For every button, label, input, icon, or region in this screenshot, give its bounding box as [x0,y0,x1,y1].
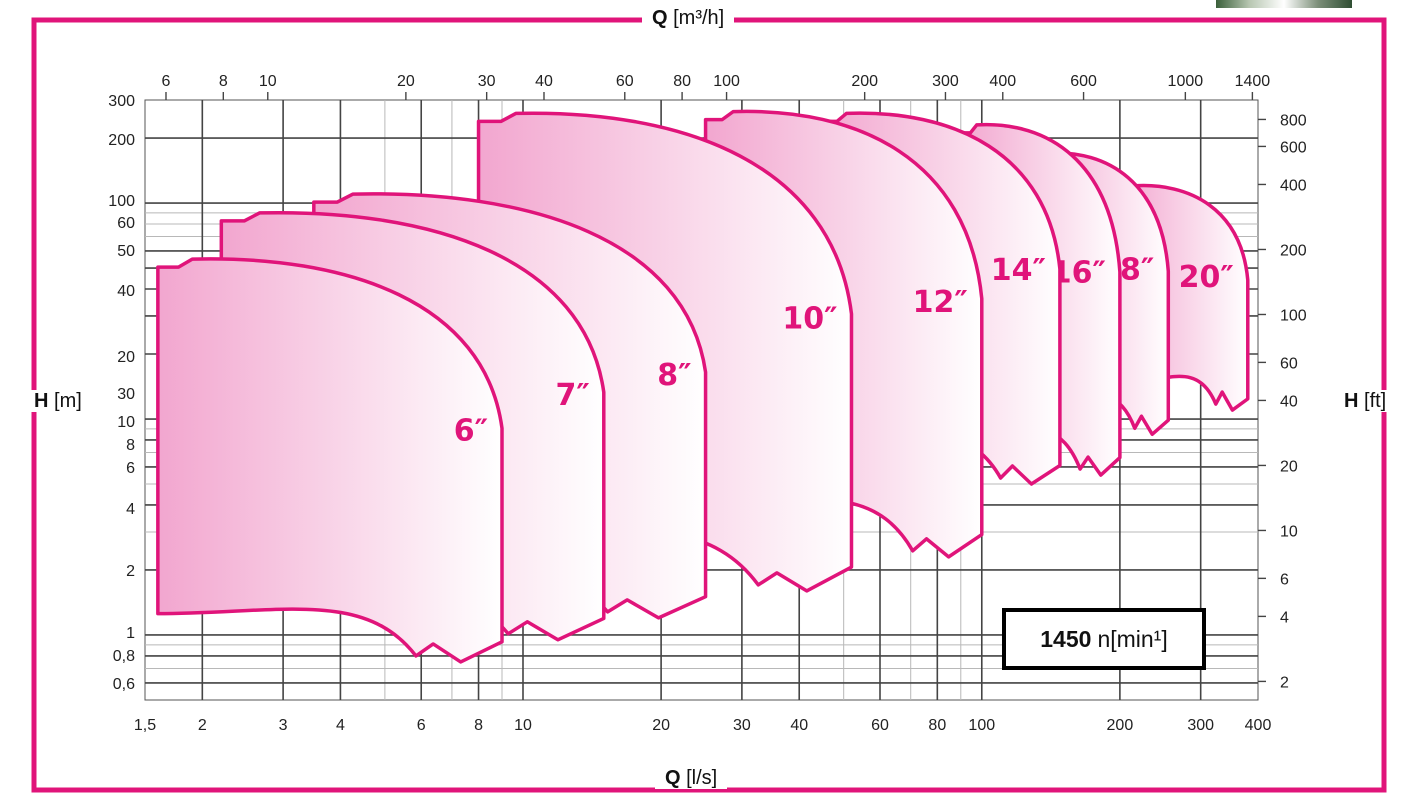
pump-zones: 20″18″16″14″12″10″8″7″6″ [156,109,1250,664]
tick-label-left: 100 [108,193,135,210]
h-left-axis-label: H [m] [30,390,86,412]
tick-label-top: 100 [713,73,740,90]
tick-label-top: 300 [932,73,959,90]
tick-label-bottom: 40 [790,717,808,734]
tick-label-top: 1400 [1235,73,1271,90]
tick-label-left: 200 [108,132,135,149]
tick-labels: 1,5 2 3 4 6 8 10 20 30 40 60 80 100 200 300 400 6 8 10 20 30… [108,73,1307,734]
tick-label-bottom: 3 [279,717,288,734]
pump-size-label: 6″ [454,413,488,448]
tick-label-left: 60 [117,215,135,232]
tick-label-left: 50 [117,243,135,260]
speed-value: 1450 [1040,625,1092,652]
tick-label-top: 1000 [1168,73,1204,90]
tick-label-bottom: 100 [968,717,995,734]
tick-label-left: 0,6 [113,676,135,693]
tick-label-bottom: 400 [1245,717,1272,734]
tick-label-right: 4 [1280,609,1289,626]
tick-label-bottom: 60 [871,717,889,734]
tick-label-right: 100 [1280,307,1307,324]
tick-label-top: 8 [219,73,228,90]
tick-label-bottom: 1,5 [134,717,156,734]
tick-label-left: 6 [126,460,135,477]
tick-label-right: 60 [1280,355,1298,372]
tick-label-top: 10 [259,73,277,90]
q-top-axis-label: Q [m³/h] [642,7,735,29]
tick-label-bottom: 30 [733,717,751,734]
pump-size-label: 14″ [991,253,1046,288]
tick-label-top: 400 [989,73,1016,90]
tick-label-top: 60 [616,73,634,90]
tick-label-left: 8 [126,437,135,454]
tick-label-right: 200 [1280,242,1307,259]
speed-unit: n[min¹] [1097,625,1168,652]
tick-label-left: 20 [117,349,135,366]
tick-label-left: 1 [126,625,135,642]
tick-label-left: 2 [126,563,135,580]
corner-photo-strip [1216,0,1352,8]
tick-label-left: 40 [117,283,135,300]
tick-label-left: 0,8 [113,648,135,665]
tick-label-top: 20 [397,73,415,90]
tick-label-right: 10 [1280,523,1298,540]
tick-label-left: 4 [126,501,135,518]
h-right-axis-label: H [ft] [1340,390,1391,412]
tick-label-bottom: 20 [652,717,670,734]
pump-size-label: 7″ [556,378,590,413]
tick-label-right: 40 [1280,393,1298,410]
q-bottom-symbol: Q [665,767,681,789]
tick-label-top: 600 [1070,73,1097,90]
q-bottom-unit: [l/s] [686,767,718,789]
pump-size-label: 12″ [913,285,968,320]
tick-label-right: 400 [1280,177,1307,194]
tick-label-bottom: 80 [928,717,946,734]
h-right-unit: [ft] [1364,390,1387,412]
tick-label-bottom: 10 [514,717,532,734]
tick-label-bottom: 6 [417,717,426,734]
tick-label-left: 30 [117,386,135,403]
tick-label-top: 200 [851,73,878,90]
tick-label-bottom: 4 [336,717,345,734]
tick-label-right: 2 [1280,674,1289,691]
pump-size-label: 20″ [1179,260,1234,295]
pump-size-label: 8″ [657,358,691,393]
q-top-unit: [m³/h] [673,7,725,29]
tick-label-bottom: 200 [1107,717,1134,734]
pump-size-label: 10″ [782,301,837,336]
tick-label-bottom: 300 [1187,717,1214,734]
h-left-symbol: H [34,390,49,412]
tick-label-top: 80 [673,73,691,90]
q-bottom-axis-label: Q [l/s] [655,767,728,789]
h-right-symbol: H [1344,390,1359,412]
tick-label-bottom: 2 [198,717,207,734]
h-left-unit: [m] [54,390,82,412]
tick-label-right: 6 [1280,571,1289,588]
speed-box: 1450 n[min¹] [1002,608,1206,670]
tick-label-left: 10 [117,414,135,431]
pump-envelope [156,257,504,664]
tick-label-top: 6 [162,73,171,90]
tick-label-bottom: 8 [474,717,483,734]
tick-label-right: 800 [1280,112,1307,129]
tick-label-left: 300 [108,93,135,110]
tick-label-right: 600 [1280,139,1307,156]
tick-label-top: 40 [535,73,553,90]
q-top-symbol: Q [652,7,668,29]
tick-label-right: 20 [1280,458,1298,475]
tick-label-top: 30 [478,73,496,90]
